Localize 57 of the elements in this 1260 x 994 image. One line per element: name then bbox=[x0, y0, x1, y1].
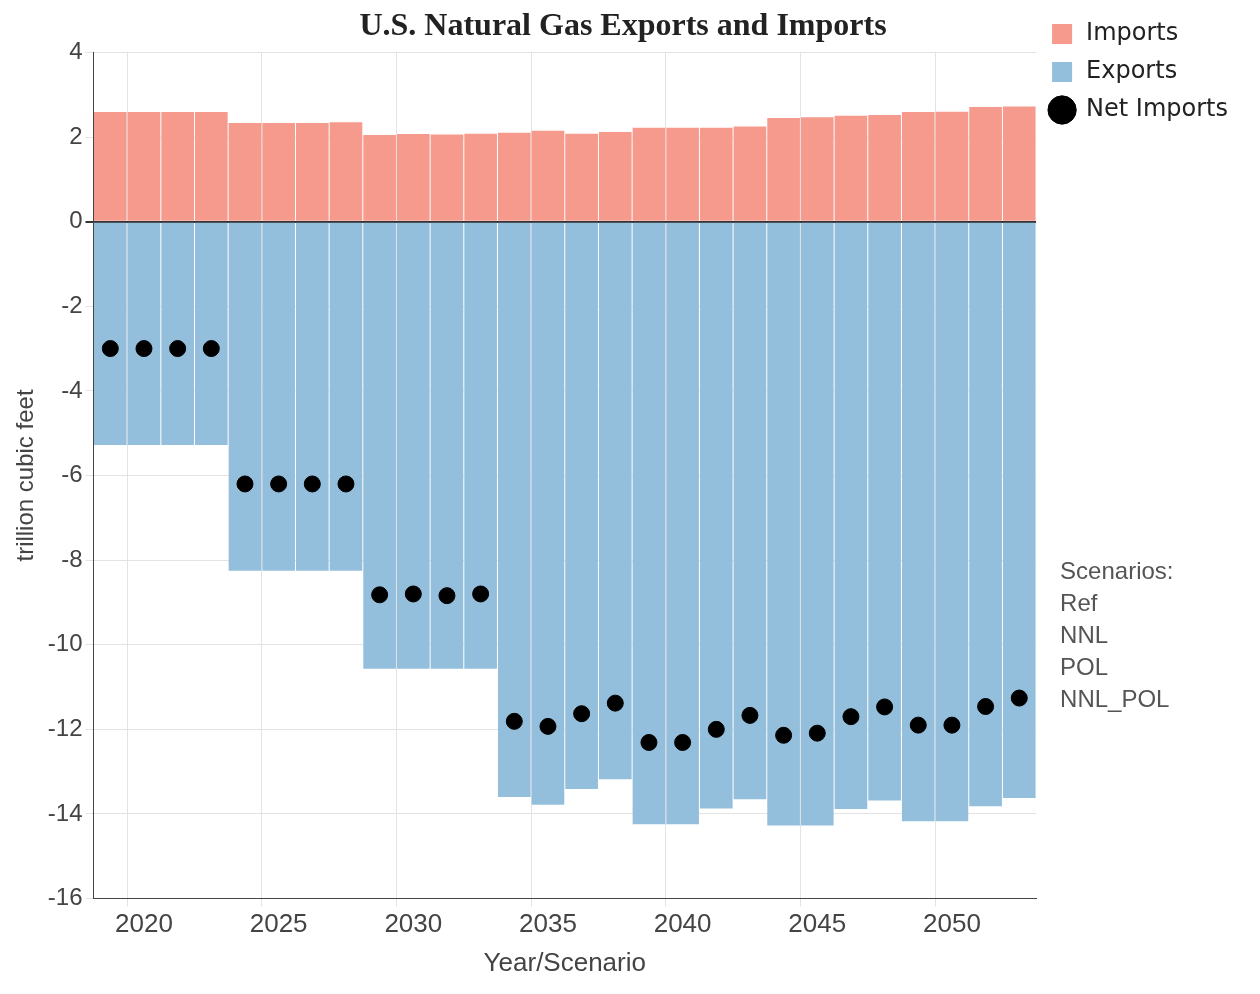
y-tick-label: -10 bbox=[47, 629, 83, 657]
point bbox=[236, 475, 254, 493]
text: POL bbox=[1060, 653, 1109, 681]
x-tick-label: 2030 bbox=[384, 908, 443, 939]
point bbox=[169, 340, 187, 358]
point bbox=[707, 720, 725, 738]
y-tick-label: -16 bbox=[47, 883, 83, 911]
y-tick-label: -12 bbox=[47, 713, 83, 741]
x-tick-label: 2035 bbox=[519, 908, 577, 939]
text: Ref bbox=[1060, 589, 1098, 617]
point bbox=[472, 585, 490, 603]
point bbox=[842, 708, 860, 726]
x-tick-label: 2050 bbox=[923, 908, 981, 939]
chart-title: U.S. Natural Gas Exports and Imports bbox=[359, 6, 887, 43]
legend-label: Exports bbox=[1086, 56, 1178, 85]
point bbox=[606, 694, 624, 712]
legend-label: Net Imports bbox=[1086, 94, 1229, 123]
point bbox=[876, 698, 894, 716]
text: Scenarios: bbox=[1060, 557, 1174, 585]
point bbox=[640, 733, 658, 751]
x-axis-title: Year/Scenario bbox=[483, 946, 646, 977]
point bbox=[337, 475, 355, 493]
y-axis-title: trillion cubic feet bbox=[11, 389, 39, 562]
point bbox=[270, 475, 288, 493]
point bbox=[371, 586, 389, 604]
y-tick-label: -14 bbox=[47, 798, 83, 826]
y-tick-label: -8 bbox=[61, 544, 83, 572]
point bbox=[135, 340, 153, 358]
point bbox=[1010, 689, 1028, 707]
point bbox=[202, 340, 220, 358]
x-tick-label: 2020 bbox=[115, 908, 173, 939]
y-tick-label: -4 bbox=[61, 375, 83, 403]
point bbox=[674, 733, 692, 751]
point bbox=[909, 716, 927, 734]
x-tick-label: 2040 bbox=[653, 908, 712, 939]
y-tick-label: 2 bbox=[69, 121, 83, 149]
point bbox=[977, 698, 995, 716]
y-tick-label: -6 bbox=[61, 460, 83, 488]
x-tick-label: 2025 bbox=[249, 908, 308, 939]
text: NNL_POL bbox=[1060, 685, 1170, 713]
point bbox=[101, 340, 119, 358]
point bbox=[438, 587, 456, 605]
point bbox=[775, 726, 793, 744]
point bbox=[505, 712, 523, 730]
point bbox=[808, 724, 826, 742]
point bbox=[741, 706, 759, 724]
point bbox=[943, 716, 961, 734]
x-tick-label: 2045 bbox=[788, 908, 847, 939]
point bbox=[539, 717, 557, 735]
y-tick-label: -2 bbox=[61, 290, 83, 318]
text: NNL bbox=[1060, 621, 1109, 649]
y-tick-label: 4 bbox=[69, 37, 83, 65]
point bbox=[303, 475, 321, 493]
point bbox=[573, 705, 591, 723]
legend-label: Imports bbox=[1086, 18, 1179, 47]
y-tick-label: 0 bbox=[69, 206, 83, 234]
point bbox=[404, 585, 422, 603]
